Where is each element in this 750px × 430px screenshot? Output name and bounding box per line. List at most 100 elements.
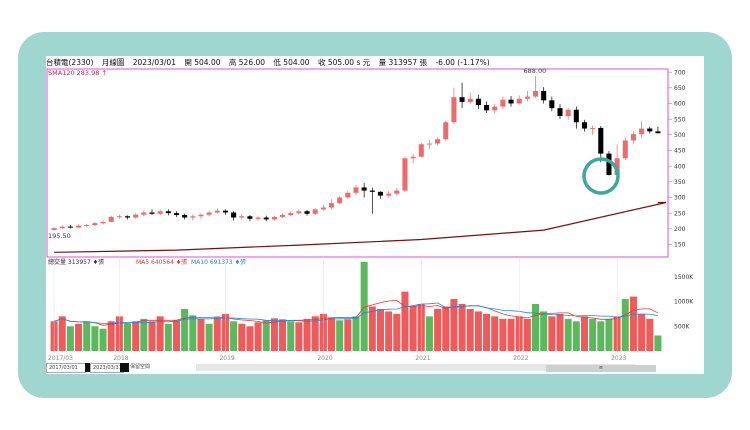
candle-body [484, 105, 490, 111]
candle-body [516, 98, 522, 104]
price-tick-label: 450 [674, 148, 686, 155]
candle-body [394, 190, 400, 194]
candle-body [231, 212, 237, 218]
volume-bar [83, 321, 91, 351]
volume-tick-label: 500K [674, 323, 690, 330]
x-tick-label: 2018 [113, 355, 128, 362]
volume-bar [646, 318, 654, 351]
period-label[interactable]: 月線圖 [101, 58, 125, 67]
close-price: 收 505.00 s 元 [317, 58, 371, 67]
candle-body [67, 226, 73, 228]
volume-bar [270, 318, 278, 351]
volume-legend: 總交量 313957 ♦張 [48, 258, 104, 266]
x-tick-label: 2017/03 [48, 355, 73, 362]
volume-bar [99, 328, 107, 351]
price-tick-label: 550 [674, 116, 686, 123]
volume-bar [540, 311, 548, 351]
ma10-legend: MA10 691373 ♦張 [191, 259, 246, 266]
candle-body [508, 99, 514, 104]
price-tick-label: 400 [674, 163, 686, 170]
candle-body [280, 215, 286, 217]
volume-bar [156, 316, 164, 351]
start-date-button[interactable] [85, 363, 94, 372]
candle-body [255, 217, 261, 219]
end-date-button[interactable] [120, 363, 129, 372]
volume-bar [230, 321, 238, 351]
candle-body [475, 98, 481, 106]
candle-body [141, 212, 147, 215]
volume-bar [368, 306, 376, 351]
volume-bar [262, 320, 270, 351]
volume-bar [124, 323, 132, 351]
quote-header: 台積電(2330) 月線圖 2023/03/01 開 504.00 高 526.… [46, 56, 704, 69]
volume-bar [140, 318, 148, 351]
volume-bar [205, 323, 213, 351]
candle-body [59, 226, 65, 229]
candle-body [288, 213, 294, 216]
volume-bar [254, 322, 262, 351]
highlight-circle [582, 157, 620, 195]
volume-bar [75, 323, 83, 351]
volume-bar [148, 321, 156, 351]
candle-body [598, 127, 604, 154]
volume-bar [295, 322, 303, 351]
volume-bar [507, 318, 515, 351]
candle-body [386, 193, 392, 196]
candle-body [451, 97, 457, 123]
candle-body [402, 158, 408, 191]
candle-body [222, 210, 228, 213]
chart-scrollbar[interactable]: ≡ [196, 364, 656, 372]
volume-bar [328, 317, 336, 351]
volume-bar [287, 321, 295, 351]
volume-bar [605, 318, 613, 351]
candle-body [500, 99, 506, 107]
candle-body [312, 209, 318, 214]
price-tick-label: 700 [674, 69, 686, 76]
change-value: -6.00 (-1.17%) [435, 58, 490, 67]
volume-bar [499, 318, 507, 351]
candle-body [426, 143, 432, 145]
volume-bar [409, 306, 417, 351]
candle-body [239, 216, 245, 218]
candle-body [639, 128, 645, 135]
candle-body [320, 207, 326, 210]
candle-body [149, 212, 155, 214]
candle-body [377, 191, 384, 196]
volume-value: 量 313957 張 [378, 58, 428, 67]
candle-body [76, 225, 82, 228]
volume-bar [344, 319, 352, 351]
candle-body [304, 211, 310, 214]
x-tick-label: 2021 [415, 355, 430, 362]
volume-bar [303, 318, 311, 351]
volume-bar [189, 315, 197, 351]
candle-body [524, 96, 530, 99]
price-tick-label: 500 [674, 132, 686, 139]
volume-bar [548, 316, 556, 351]
volume-bar [311, 316, 319, 351]
volume-bar [352, 316, 360, 351]
volume-bar [197, 318, 205, 351]
price-plot-border [46, 68, 669, 258]
candle-body [565, 109, 571, 116]
candle-body [328, 203, 335, 208]
candle-body [541, 90, 547, 101]
volume-bar [474, 311, 482, 351]
volume-bar [597, 321, 605, 351]
volume-bar [181, 308, 189, 351]
x-tick-label: 2023 [611, 355, 626, 362]
high-price: 高 526.00 [228, 58, 266, 67]
candle-body [214, 210, 220, 213]
candle-body [590, 127, 596, 129]
candle-body [92, 223, 98, 226]
volume-bar [393, 313, 401, 351]
start-date-input[interactable]: 2017/03/01 [46, 363, 86, 373]
candle-body [573, 109, 579, 123]
volume-bar [66, 326, 74, 351]
candle-body [459, 97, 465, 102]
scrollbar-thumb[interactable]: ≡ [546, 365, 656, 372]
end-date-input[interactable]: 2023/03/31 [90, 363, 124, 373]
volume-bar [532, 304, 540, 351]
candle-body [492, 106, 498, 111]
volume-bar [638, 313, 646, 351]
volume-bar [91, 326, 99, 351]
